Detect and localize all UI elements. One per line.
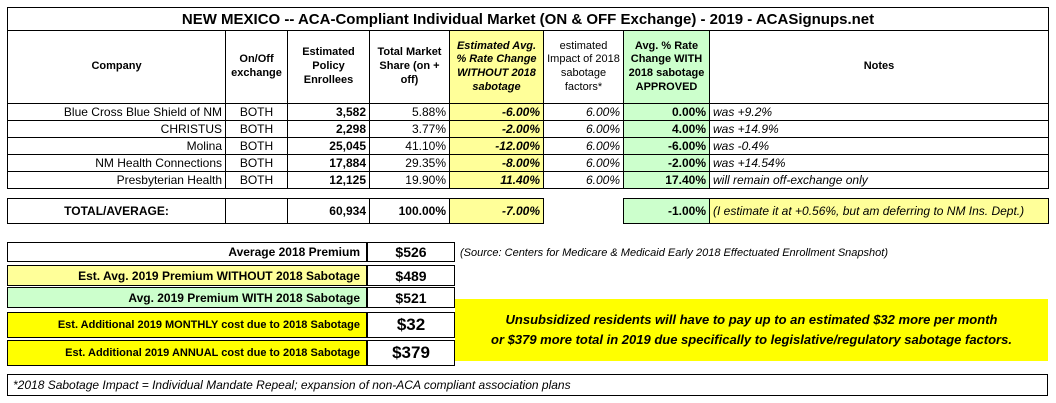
cell-enrollees: 2,298 bbox=[287, 120, 370, 138]
summary-row: Average 2018 Premium $526 (Source: Cente… bbox=[7, 242, 1048, 262]
market-table: NEW MEXICO -- ACA-Compliant Individual M… bbox=[6, 7, 1050, 189]
cell-impact: 6.00% bbox=[543, 154, 624, 172]
sabotage-footnote: *2018 Sabotage Impact = Individual Manda… bbox=[7, 374, 1048, 396]
header-sabotage-impact: estimated Impact of 2018 sabotage factor… bbox=[543, 30, 624, 104]
cell-company: NM Health Connections bbox=[7, 154, 226, 172]
cell-rate-with: 17.40% bbox=[623, 171, 710, 189]
table-row: Blue Cross Blue Shield of NM BOTH 3,582 … bbox=[7, 103, 1050, 121]
summary-label-monthly-cost: Est. Additional 2019 MONTHLY cost due to… bbox=[7, 312, 367, 338]
cell-share: 41.10% bbox=[369, 137, 450, 155]
summary-label-2019-without-sabotage: Est. Avg. 2019 Premium WITHOUT 2018 Sabo… bbox=[7, 265, 367, 286]
cell-share: 19.90% bbox=[369, 171, 450, 189]
table-row: CHRISTUS BOTH 2,298 3.77% -2.00% 6.00% 4… bbox=[7, 120, 1050, 138]
summary-row: Avg. 2019 Premium WITH 2018 Sabotage $52… bbox=[7, 287, 1048, 308]
summary-label-avg-2018-premium: Average 2018 Premium bbox=[7, 242, 367, 262]
cell-rate-with: -6.00% bbox=[623, 137, 710, 155]
summary-value-2019-with-sabotage: $521 bbox=[367, 287, 455, 308]
cell-enrollees: 12,125 bbox=[287, 171, 370, 189]
cell-notes: was -0.4% bbox=[708, 137, 1050, 155]
header-company: Company bbox=[7, 30, 226, 104]
summary-row: Est. Additional 2019 ANNUAL cost due to … bbox=[7, 340, 1048, 366]
summary-row: Est. Avg. 2019 Premium WITHOUT 2018 Sabo… bbox=[7, 265, 1048, 286]
callout-line2: or $379 more total in 2019 due specifica… bbox=[491, 332, 1012, 347]
callout-line1: Unsubsidized residents will have to pay … bbox=[505, 311, 998, 327]
summary-row: Est. Additional 2019 MONTHLY cost due to… bbox=[7, 312, 1048, 338]
total-note: (I estimate it at +0.56%, but am deferri… bbox=[709, 198, 1049, 224]
summary-label-annual-cost: Est. Additional 2019 ANNUAL cost due to … bbox=[7, 340, 367, 366]
cell-notes: was +9.2% bbox=[708, 103, 1050, 121]
cell-rate-without: 11.40% bbox=[449, 171, 544, 189]
cell-share: 3.77% bbox=[369, 120, 450, 138]
cell-company: Molina bbox=[7, 137, 226, 155]
cell-exchange: BOTH bbox=[225, 120, 288, 138]
cell-notes: was +14.54% bbox=[708, 154, 1050, 172]
cell-rate-without: -8.00% bbox=[449, 154, 544, 172]
total-impact-gap bbox=[544, 199, 624, 224]
cell-impact: 6.00% bbox=[543, 103, 624, 121]
cell-rate-without: -12.00% bbox=[449, 137, 544, 155]
cell-exchange: BOTH bbox=[225, 171, 288, 189]
summary-value-monthly-cost: $32 bbox=[367, 312, 455, 338]
sabotage-cost-callout: Unsubsidized residents will have to pay … bbox=[455, 299, 1048, 361]
summary-value-annual-cost: $379 bbox=[367, 340, 455, 366]
total-row: TOTAL/AVERAGE: 60,934 100.00% -7.00% -1.… bbox=[7, 198, 1049, 224]
cell-rate-with: -2.00% bbox=[623, 154, 710, 172]
header-enrollees: Estimated Policy Enrollees bbox=[287, 30, 370, 104]
header-rate-with-sabotage: Avg. % Rate Change WITH 2018 sabotage AP… bbox=[623, 30, 710, 104]
source-note: (Source: Centers for Medicare & Medicaid… bbox=[460, 247, 888, 259]
summary-value-avg-2018-premium: $526 bbox=[367, 242, 455, 262]
cell-enrollees: 3,582 bbox=[287, 103, 370, 121]
cell-impact: 6.00% bbox=[543, 171, 624, 189]
page-title: NEW MEXICO -- ACA-Compliant Individual M… bbox=[6, 7, 1050, 31]
header-notes: Notes bbox=[708, 30, 1050, 104]
cell-rate-with: 0.00% bbox=[623, 103, 710, 121]
header-rate-without-sabotage: Estimated Avg. % Rate Change WITHOUT 201… bbox=[449, 30, 544, 104]
header-exchange: On/Off exchange bbox=[225, 30, 288, 104]
cell-exchange: BOTH bbox=[225, 103, 288, 121]
total-rate-without: -7.00% bbox=[449, 198, 544, 224]
cell-exchange: BOTH bbox=[225, 137, 288, 155]
cell-enrollees: 25,045 bbox=[287, 137, 370, 155]
cell-rate-without: -2.00% bbox=[449, 120, 544, 138]
cell-rate-without: -6.00% bbox=[449, 103, 544, 121]
total-label: TOTAL/AVERAGE: bbox=[7, 198, 226, 224]
total-enrollees: 60,934 bbox=[287, 198, 370, 224]
header-market-share: Total Market Share (on + off) bbox=[369, 30, 450, 104]
cell-notes: will remain off-exchange only bbox=[708, 171, 1050, 189]
cell-company: CHRISTUS bbox=[7, 120, 226, 138]
cell-impact: 6.00% bbox=[543, 137, 624, 155]
cell-company: Presbyterian Health bbox=[7, 171, 226, 189]
table-row: NM Health Connections BOTH 17,884 29.35%… bbox=[7, 154, 1050, 172]
total-share: 100.00% bbox=[369, 198, 450, 224]
summary-value-2019-without-sabotage: $489 bbox=[367, 265, 455, 286]
table-row: Presbyterian Health BOTH 12,125 19.90% 1… bbox=[7, 171, 1050, 189]
cell-company: Blue Cross Blue Shield of NM bbox=[7, 103, 226, 121]
total-exchange-empty bbox=[225, 198, 288, 224]
summary-label-2019-with-sabotage: Avg. 2019 Premium WITH 2018 Sabotage bbox=[7, 287, 367, 308]
cell-enrollees: 17,884 bbox=[287, 154, 370, 172]
cell-impact: 6.00% bbox=[543, 120, 624, 138]
cell-notes: was +14.9% bbox=[708, 120, 1050, 138]
cell-rate-with: 4.00% bbox=[623, 120, 710, 138]
cell-exchange: BOTH bbox=[225, 154, 288, 172]
cell-share: 29.35% bbox=[369, 154, 450, 172]
total-rate-with: -1.00% bbox=[623, 198, 710, 224]
cell-share: 5.88% bbox=[369, 103, 450, 121]
table-row: Molina BOTH 25,045 41.10% -12.00% 6.00% … bbox=[7, 137, 1050, 155]
summary-section: Average 2018 Premium $526 (Source: Cente… bbox=[7, 242, 1048, 366]
